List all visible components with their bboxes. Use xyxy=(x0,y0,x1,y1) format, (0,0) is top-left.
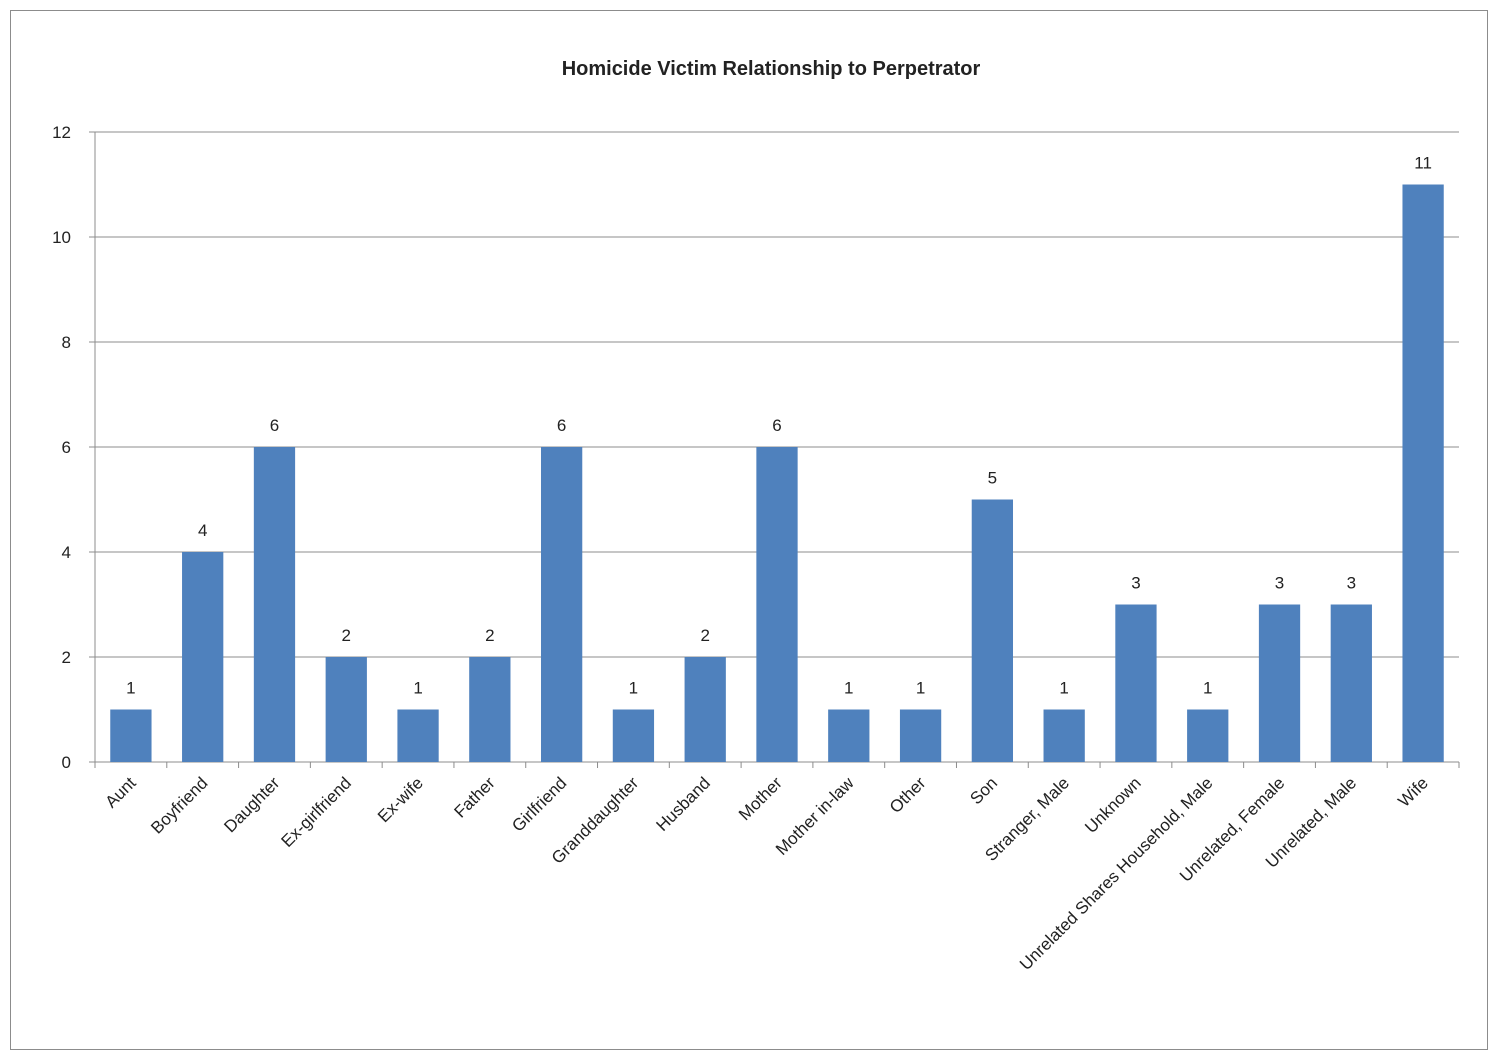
x-tick-label: Husband xyxy=(652,773,714,835)
bars xyxy=(110,184,1444,762)
bar-mother xyxy=(756,447,798,762)
data-label: 5 xyxy=(988,469,997,488)
y-tick-label-4: 4 xyxy=(62,543,71,562)
y-tick-label-6: 6 xyxy=(62,438,71,457)
data-label: 2 xyxy=(700,626,709,645)
bar-aunt xyxy=(110,709,152,762)
x-tick-label: Mother xyxy=(735,773,786,824)
y-tick-label-0: 0 xyxy=(62,753,71,772)
data-label: 1 xyxy=(413,679,422,698)
data-label: 6 xyxy=(270,416,279,435)
bar-boyfriend xyxy=(182,552,224,762)
x-tick-label: Ex-wife xyxy=(374,773,427,826)
x-tick-label: Unknown xyxy=(1081,773,1145,837)
data-label: 11 xyxy=(1414,154,1432,173)
bar-girlfriend xyxy=(540,447,583,762)
chart-title: Homicide Victim Relationship to Perpetra… xyxy=(562,58,981,80)
y-tick-label-12: 12 xyxy=(52,123,71,142)
data-label: 1 xyxy=(126,679,135,698)
x-tick-label: Daughter xyxy=(220,773,283,836)
bar-husband xyxy=(684,657,726,762)
data-label: 3 xyxy=(1275,574,1284,593)
y-tick-label-8: 8 xyxy=(62,333,71,352)
data-label: 1 xyxy=(629,679,638,698)
data-label: 1 xyxy=(844,679,853,698)
bar-unknown xyxy=(1115,604,1157,762)
bar-ex-girlfriend xyxy=(325,657,367,762)
data-label: 2 xyxy=(342,626,351,645)
data-label: 1 xyxy=(1203,679,1212,698)
bar-unrelated-male xyxy=(1330,604,1372,762)
x-tick-label: Mother in-law xyxy=(772,773,858,859)
x-tick-label: Other xyxy=(886,773,930,817)
bar-son xyxy=(971,499,1014,762)
x-tick-label: Boyfriend xyxy=(147,773,211,837)
bar-other xyxy=(899,709,942,762)
data-label: 1 xyxy=(1059,679,1068,698)
x-tick-label: Ex-girlfriend xyxy=(278,773,356,851)
y-axis-tick-labels: 0 2 4 6 8 10 12 xyxy=(52,123,71,772)
bar-unrelated-female xyxy=(1258,604,1301,762)
x-tick-label: Girlfriend xyxy=(508,773,570,835)
y-tick-label-10: 10 xyxy=(52,228,71,247)
bar-mother-in-law xyxy=(828,709,870,762)
bar-unrelated-shares-household-male xyxy=(1187,709,1229,762)
x-tick-label: Son xyxy=(966,773,1001,808)
data-label: 3 xyxy=(1347,574,1356,593)
bar-father xyxy=(469,657,511,762)
x-tick-label: Aunt xyxy=(102,773,140,811)
bar-wife xyxy=(1402,184,1444,762)
data-label: 1 xyxy=(916,679,925,698)
y-tick-label-2: 2 xyxy=(62,648,71,667)
data-label: 6 xyxy=(772,416,781,435)
data-label: 6 xyxy=(557,416,566,435)
x-tick-label: Father xyxy=(450,773,498,821)
data-label: 4 xyxy=(198,521,207,540)
chart-frame: Homicide Victim Relationship to Perpetra… xyxy=(10,10,1488,1050)
bar-ex-wife xyxy=(397,709,439,762)
data-label: 2 xyxy=(485,626,494,645)
data-label: 3 xyxy=(1131,574,1140,593)
bar-granddaughter xyxy=(612,709,655,762)
bar-stranger-male xyxy=(1043,709,1085,762)
bar-daughter xyxy=(253,447,296,762)
bar-chart: Homicide Victim Relationship to Perpetra… xyxy=(52,58,1460,974)
x-tick-label: Wife xyxy=(1394,773,1431,810)
